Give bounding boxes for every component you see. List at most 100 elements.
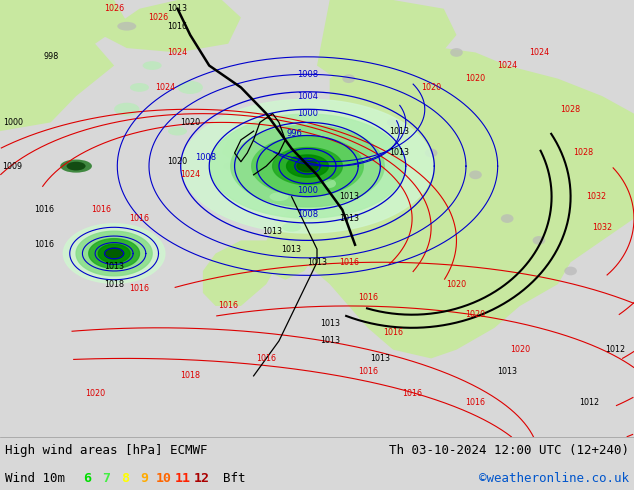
Text: 10: 10	[155, 472, 172, 485]
Text: 1012: 1012	[579, 397, 600, 407]
Text: 1024: 1024	[155, 83, 175, 92]
Text: 1018: 1018	[104, 280, 124, 289]
Text: 1016: 1016	[34, 240, 55, 249]
Text: 6: 6	[84, 472, 91, 485]
Text: 1016: 1016	[218, 301, 238, 311]
Text: 1016: 1016	[256, 354, 276, 363]
Text: Bft: Bft	[223, 472, 245, 485]
Text: 1012: 1012	[605, 345, 625, 354]
Polygon shape	[76, 231, 152, 276]
Ellipse shape	[425, 148, 437, 157]
Polygon shape	[182, 99, 433, 233]
Ellipse shape	[342, 192, 355, 201]
Text: 1016: 1016	[339, 258, 359, 267]
Polygon shape	[203, 241, 279, 306]
Text: 1009: 1009	[3, 162, 23, 171]
Polygon shape	[0, 0, 127, 131]
Text: 1016: 1016	[129, 214, 150, 223]
Ellipse shape	[387, 118, 399, 127]
Text: 1020: 1020	[167, 157, 188, 166]
Polygon shape	[252, 136, 363, 196]
Ellipse shape	[130, 83, 149, 92]
Text: 1026: 1026	[104, 4, 124, 13]
Text: 1016: 1016	[465, 397, 486, 407]
Text: ©weatheronline.co.uk: ©weatheronline.co.uk	[479, 472, 629, 485]
Text: 1013: 1013	[497, 367, 517, 376]
Polygon shape	[273, 147, 342, 185]
Polygon shape	[254, 114, 292, 175]
Text: 1008: 1008	[297, 70, 318, 79]
Ellipse shape	[564, 267, 577, 275]
Text: 1013: 1013	[320, 319, 340, 328]
Polygon shape	[222, 140, 254, 166]
Text: 1013: 1013	[389, 148, 410, 157]
Text: Th 03-10-2024 12:00 UTC (12+240): Th 03-10-2024 12:00 UTC (12+240)	[389, 444, 629, 457]
Text: 1013: 1013	[389, 126, 410, 136]
Ellipse shape	[143, 61, 162, 70]
Text: 1013: 1013	[320, 337, 340, 345]
Polygon shape	[63, 224, 165, 283]
Ellipse shape	[501, 214, 514, 223]
Text: 1008: 1008	[297, 210, 318, 219]
Ellipse shape	[533, 236, 545, 245]
Ellipse shape	[266, 162, 279, 171]
Polygon shape	[287, 155, 328, 177]
Text: 1020: 1020	[85, 389, 105, 398]
Text: 1020: 1020	[180, 118, 200, 127]
Text: 1013: 1013	[339, 192, 359, 201]
Ellipse shape	[273, 127, 285, 136]
Ellipse shape	[469, 171, 482, 179]
Ellipse shape	[282, 223, 301, 232]
Text: 1024: 1024	[529, 48, 549, 57]
Text: 1013: 1013	[281, 245, 302, 254]
Polygon shape	[98, 244, 130, 263]
Ellipse shape	[117, 22, 136, 30]
Text: 1032: 1032	[586, 192, 606, 201]
Text: 1013: 1013	[167, 4, 188, 13]
Polygon shape	[89, 239, 139, 269]
Text: 1013: 1013	[307, 258, 327, 267]
Ellipse shape	[323, 179, 336, 188]
Ellipse shape	[224, 163, 233, 170]
Ellipse shape	[178, 81, 203, 94]
Text: 996: 996	[287, 129, 303, 138]
Text: 1016: 1016	[34, 205, 55, 214]
Text: 1013: 1013	[339, 214, 359, 223]
Text: 1026: 1026	[148, 13, 169, 22]
Text: 8: 8	[122, 472, 129, 485]
Text: 1016: 1016	[167, 22, 188, 31]
Text: 1016: 1016	[402, 389, 422, 398]
Text: 998: 998	[43, 52, 58, 61]
Polygon shape	[317, 0, 456, 87]
Ellipse shape	[60, 160, 92, 172]
Polygon shape	[101, 0, 241, 52]
Text: 1016: 1016	[129, 284, 150, 293]
Text: 12: 12	[193, 472, 210, 485]
Text: 9: 9	[141, 472, 148, 485]
Text: 1020: 1020	[446, 280, 467, 289]
Ellipse shape	[230, 141, 240, 147]
Polygon shape	[266, 210, 317, 280]
Text: 7: 7	[103, 472, 110, 485]
Text: High wind areas [hPa] ECMWF: High wind areas [hPa] ECMWF	[5, 444, 207, 457]
Text: 1020: 1020	[421, 83, 441, 92]
Text: 1020: 1020	[465, 310, 486, 319]
Text: 1016: 1016	[91, 205, 112, 214]
Text: Wind 10m: Wind 10m	[5, 472, 65, 485]
Text: 1020: 1020	[465, 74, 486, 83]
Text: 1013: 1013	[370, 354, 391, 363]
Text: 1028: 1028	[573, 148, 593, 157]
Text: 1013: 1013	[104, 262, 124, 271]
Polygon shape	[210, 114, 405, 218]
Text: 11: 11	[174, 472, 191, 485]
Polygon shape	[105, 248, 124, 259]
Ellipse shape	[450, 48, 463, 57]
Text: 1004: 1004	[297, 92, 318, 100]
Text: 1016: 1016	[383, 328, 403, 337]
Ellipse shape	[114, 103, 139, 116]
Text: 1020: 1020	[510, 345, 530, 354]
Ellipse shape	[168, 127, 187, 136]
Text: 1000: 1000	[3, 118, 23, 127]
Polygon shape	[297, 161, 318, 171]
Text: 1016: 1016	[358, 367, 378, 376]
